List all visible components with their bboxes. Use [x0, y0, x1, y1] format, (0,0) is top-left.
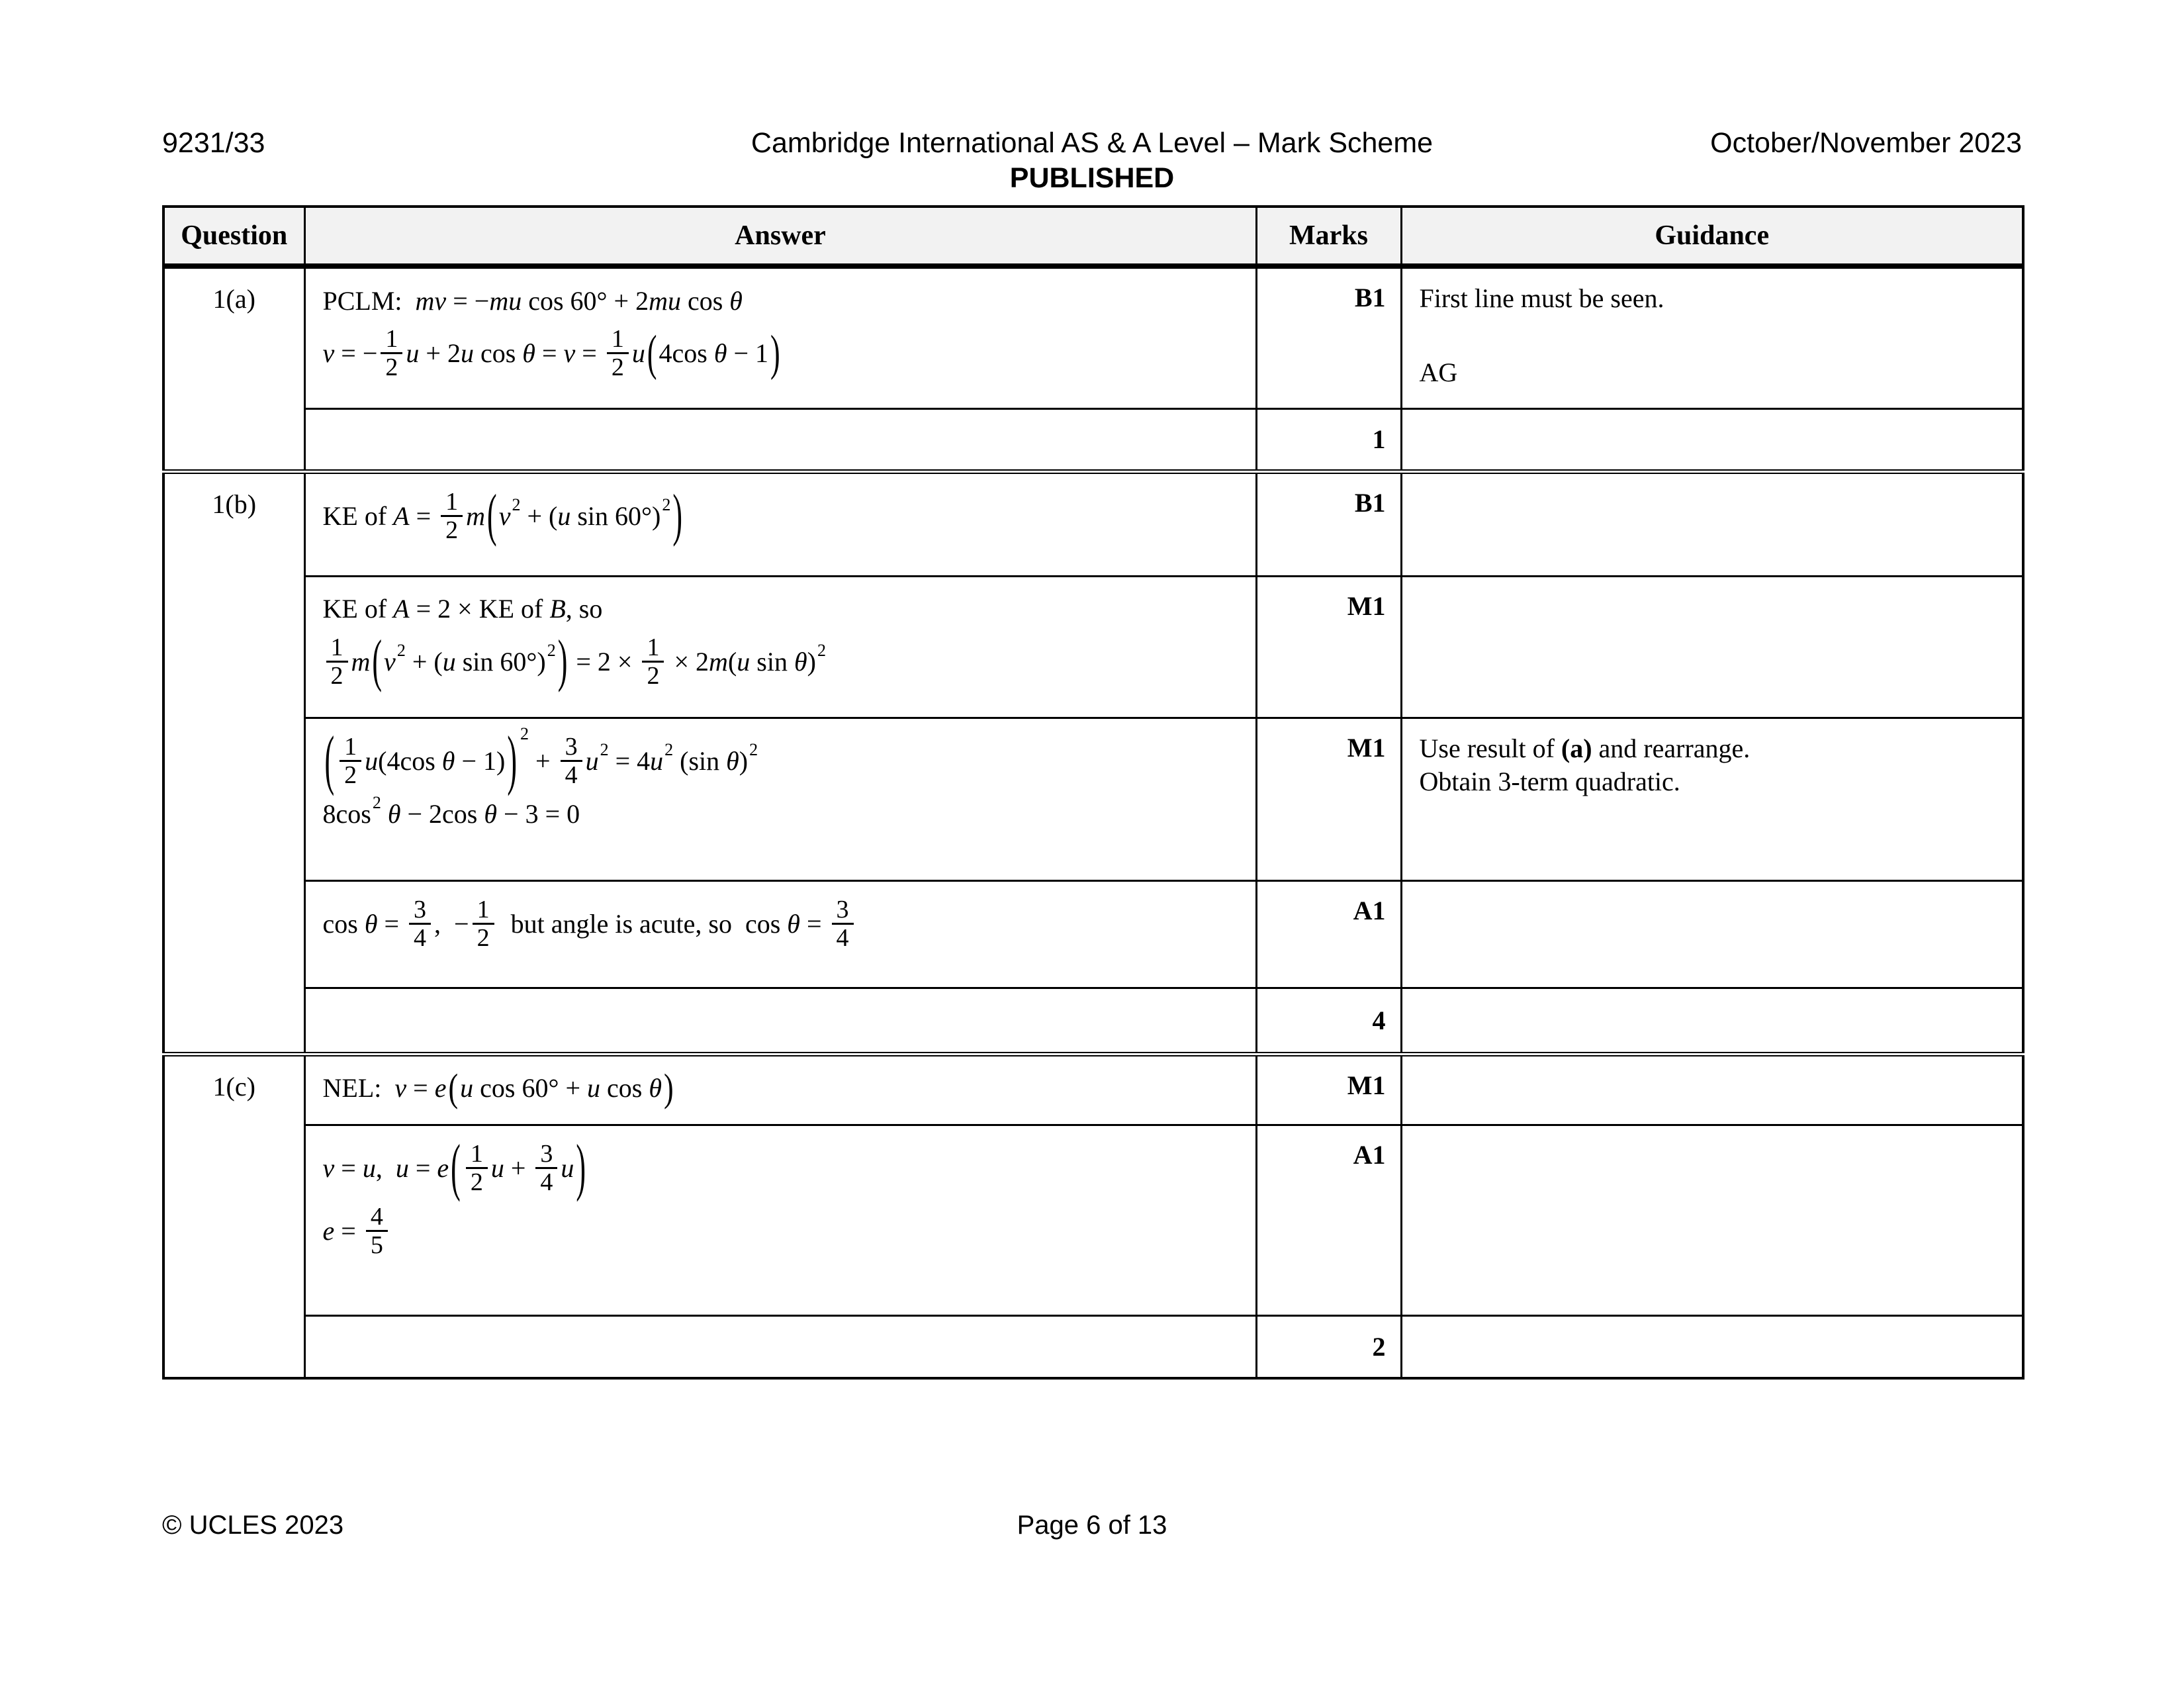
column-header-marks: Marks — [1255, 205, 1402, 269]
answer-cell-empty — [303, 1314, 1257, 1380]
mark-scheme-table-wrap: Question Answer Marks Guidance 1(a) PCLM… — [162, 205, 2025, 1380]
answer-formula: NEL: v = e(u cos 60° + u cos θ) — [322, 1065, 674, 1109]
table-header-row: Question Answer Marks Guidance — [162, 205, 2025, 269]
column-header-question: Question — [162, 205, 306, 269]
question-cell-1c: 1(c) — [162, 1053, 306, 1380]
subtotal-row: 4 — [163, 986, 2025, 1055]
subtotal-row: 2 — [163, 1314, 2025, 1380]
guidance-text: Use result of (a) and rearrange. Obtain 3… — [1419, 733, 1751, 796]
paper-code: 9231/33 — [162, 127, 265, 159]
answer-formula: KE of A = 1 2 m(v 2 + (u sin 60°) 2) — [322, 483, 683, 548]
guidance-cell-empty — [1400, 407, 2025, 473]
guidance-cell — [1400, 470, 2025, 577]
question-block-1c: 1(c) NEL: v = e(u cos 60° + u cos θ) M1 … — [162, 1053, 2025, 1380]
marks-cell: A1 — [1255, 879, 1402, 989]
column-header-guidance: Guidance — [1400, 205, 2025, 269]
marks-cell: M1 — [1255, 575, 1402, 719]
subtotal-row: 1 — [163, 407, 2025, 473]
question-cell-1a: 1(a) — [162, 265, 306, 473]
answer-formula: KE of A = 2 × KE of B, so 1 2 m(v 2 + (u sin… — [322, 594, 826, 694]
guidance-cell — [1400, 1053, 2025, 1126]
subtotal-marks-cell: 4 — [1255, 986, 1402, 1055]
guidance-cell: First line must be seen. AG — [1400, 265, 2025, 410]
guidance-cell — [1400, 575, 2025, 719]
subtotal-marks-cell: 2 — [1255, 1314, 1402, 1380]
footer-copyright: © UCLES 2023 — [162, 1511, 344, 1540]
subtotal-marks-cell: 1 — [1255, 407, 1402, 473]
footer-page-number: Page 6 of 13 — [1017, 1511, 1167, 1540]
guidance-text: First line must be seen. AG — [1419, 283, 1664, 387]
answer-cell: KE of A = 1 2 m(v 2 + (u sin 60°) 2) — [303, 470, 1257, 577]
answer-cell: NEL: v = e(u cos 60° + u cos θ) — [303, 1053, 1257, 1126]
published-label: PUBLISHED — [1009, 162, 1175, 194]
table-row: KE of A = 2 × KE of B, so 1 2 m(v 2 + (u sin… — [163, 575, 2025, 719]
answer-cell-empty — [303, 986, 1257, 1055]
marks-cell: M1 — [1255, 716, 1402, 882]
guidance-cell — [1400, 1123, 2025, 1317]
document-title: Cambridge International AS & A Level – M… — [751, 127, 1433, 159]
guidance-cell-empty — [1400, 986, 2025, 1055]
answer-cell: KE of A = 2 × KE of B, so 1 2 m(v 2 + (u sin… — [303, 575, 1257, 719]
question-cell-1b: 1(b) — [162, 470, 306, 1055]
guidance-cell — [1400, 879, 2025, 989]
guidance-cell: Use result of (a) and rearrange. Obtain 3… — [1400, 716, 2025, 882]
answer-cell-empty — [303, 407, 1257, 473]
marks-cell: A1 — [1255, 1123, 1402, 1317]
mark-scheme-table: Question Answer Marks Guidance 1(a) PCLM… — [162, 205, 2025, 1380]
question-block-1b: 1(b) KE of A = 1 2 m(v 2 + (u sin 60°) 2) B1… — [162, 470, 2025, 1055]
column-header-answer: Answer — [303, 205, 1257, 269]
marks-cell: B1 — [1255, 470, 1402, 577]
guidance-cell-empty — [1400, 1314, 2025, 1380]
table-row: 1(b) KE of A = 1 2 m(v 2 + (u sin 60°) 2) B1 — [162, 470, 2025, 1055]
exam-session-date: October/November 2023 — [1710, 127, 2022, 159]
marks-cell: B1 — [1255, 265, 1402, 410]
marks-cell: M1 — [1255, 1053, 1402, 1126]
table-row: 1(c) NEL: v = e(u cos 60° + u cos θ) M1 — [162, 1053, 2025, 1380]
